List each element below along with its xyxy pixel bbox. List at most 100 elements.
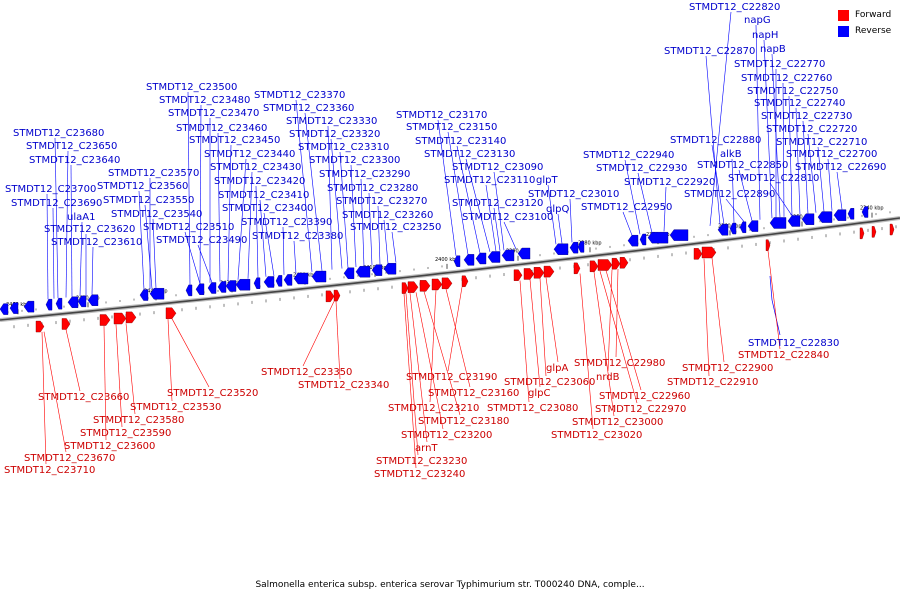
reverse-gene-arrow: [225, 280, 237, 292]
forward-gene-arrow: [543, 265, 555, 278]
reverse-leader-line: [624, 159, 641, 235]
reverse-leader-line: [52, 207, 55, 299]
forward-label-stmdt12_c23230: STMDT12_C23230: [376, 456, 467, 467]
reverse-leader-line: [138, 190, 145, 290]
reverse-label-glpt: glpT: [536, 175, 558, 186]
reverse-label-stmdt12_c23390: STMDT12_C23390: [241, 217, 332, 228]
forward-leader-line: [125, 323, 136, 415]
reverse-leader-line: [503, 221, 517, 250]
reverse-gene-arrow: [185, 284, 193, 297]
forward-gene-arrow: [35, 320, 45, 333]
forward-leader-line: [335, 301, 341, 380]
reverse-label-stmdt12_c23370: STMDT12_C23370: [254, 90, 345, 101]
reverse-label-napb: napB: [760, 44, 786, 55]
forward-label-glpc: glpC: [528, 388, 550, 399]
reverse-leader-line: [255, 185, 259, 278]
reverse-leader-line: [569, 198, 573, 243]
reverse-leader-line: [339, 151, 349, 268]
forward-gene-arrow: [871, 226, 877, 238]
reverse-gene-arrow: [343, 267, 355, 279]
reverse-label-stmdt12_c22720: STMDT12_C22720: [766, 124, 857, 135]
forward-label-stmdt12_c23590: STMDT12_C23590: [80, 428, 171, 439]
forward-gene-arrow: [859, 227, 865, 240]
reverse-label-stmdt12_c23250: STMDT12_C23250: [350, 222, 441, 233]
reverse-leader-line: [763, 39, 773, 219]
reverse-leader-line: [788, 95, 793, 216]
reverse-label-stmdt12_c23500: STMDT12_C23500: [146, 82, 237, 93]
forward-gene-arrow: [99, 314, 111, 326]
reverse-gene-arrow: [55, 297, 63, 310]
forward-gene-arrow: [431, 278, 443, 291]
reverse-label-stmdt12_c22750: STMDT12_C22750: [747, 86, 838, 97]
reverse-leader-line: [282, 226, 285, 275]
reverse-label-stmdt12_c23170: STMDT12_C23170: [396, 110, 487, 121]
reverse-leader-line: [807, 133, 817, 213]
reverse-gene-arrow: [729, 222, 737, 235]
forward-gene-arrow: [765, 239, 771, 251]
forward-leader-line: [529, 279, 541, 388]
reverse-gene-arrow: [139, 289, 149, 301]
forward-label-stmdt12_c23580: STMDT12_C23580: [93, 415, 184, 426]
forward-leader-line: [415, 292, 444, 430]
forward-label-nrdb: nrdB: [596, 372, 620, 383]
reverse-label-stmdt12_c23400: STMDT12_C23400: [222, 203, 313, 214]
reverse-leader-line: [247, 171, 253, 279]
legend-label-reverse: Reverse: [855, 26, 892, 36]
reverse-gene-arrow: [787, 215, 801, 227]
forward-leader-line: [605, 270, 642, 391]
legend-item-forward: Forward: [838, 8, 898, 22]
reverse-gene-arrow: [67, 296, 79, 308]
reverse-leader-line: [360, 178, 365, 267]
forward-leader-line: [103, 325, 107, 441]
reverse-leader-line: [377, 205, 381, 265]
reverse-label-stmdt12_c23410: STMDT12_C23410: [218, 190, 309, 201]
reverse-leader-line: [46, 193, 49, 300]
forward-leader-line: [403, 293, 417, 469]
reverse-label-stmdt12_c23320: STMDT12_C23320: [289, 129, 380, 140]
reverse-gene-arrow: [195, 283, 205, 295]
reverse-label-stmdt12_c22920: STMDT12_C22920: [624, 177, 715, 188]
forward-gene-arrow: [701, 246, 717, 259]
forward-gene-arrow: [125, 311, 137, 324]
forward-label-stmdt12_c23240: STMDT12_C23240: [374, 469, 465, 480]
reverse-leader-line: [79, 221, 83, 297]
reverse-gene-arrow: [517, 247, 531, 260]
forward-leader-line: [519, 280, 530, 403]
reverse-label-stmdt12_c22880: STMDT12_C22880: [670, 135, 761, 146]
forward-label-stmdt12_c22840: STMDT12_C22840: [738, 350, 829, 361]
reverse-label-stmdt12_c23460: STMDT12_C23460: [176, 123, 267, 134]
backbone-line: [0, 217, 900, 321]
reverse-label-stmdt12_c22700: STMDT12_C22700: [786, 149, 877, 160]
reverse-label-alkb: alkB: [720, 149, 742, 160]
forward-gene-arrow: [589, 260, 599, 273]
forward-label-stmdt12_c22910: STMDT12_C22910: [667, 377, 758, 388]
reverse-gene-arrow: [817, 211, 833, 223]
reverse-gene-arrow: [475, 252, 487, 265]
reverse-leader-line: [293, 240, 297, 274]
forward-label-stmdt12_c22900: STMDT12_C22900: [682, 363, 773, 374]
forward-gene-arrow: [523, 268, 535, 280]
reverse-leader-line: [217, 132, 221, 282]
reverse-label-stmdt12_c23480: STMDT12_C23480: [159, 95, 250, 106]
tick-label: 2450 kbp: [76, 295, 100, 301]
reverse-leader-line: [738, 169, 753, 221]
reverse-label-stmdt12_c23420: STMDT12_C23420: [214, 176, 305, 187]
reverse-gene-arrow: [801, 213, 815, 225]
reverse-leader-line: [731, 158, 735, 223]
reverse-leader-line: [447, 131, 469, 255]
reverse-leader-line: [456, 145, 481, 254]
reverse-label-stmdt12_c22770: STMDT12_C22770: [734, 59, 825, 70]
reverse-gene-arrow: [207, 282, 217, 294]
forward-label-stmdt12_c22960: STMDT12_C22960: [599, 391, 690, 402]
reverse-label-stmdt12_c23620: STMDT12_C23620: [44, 224, 135, 235]
reverse-label-stmdt12_c23430: STMDT12_C23430: [210, 162, 301, 173]
reverse-label-stmdt12_c23300: STMDT12_C23300: [309, 155, 400, 166]
forward-leader-line: [615, 268, 619, 358]
reverse-gene-arrow: [463, 254, 475, 266]
reverse-label-stmdt12_c23560: STMDT12_C23560: [97, 181, 188, 192]
forward-leader-line: [429, 290, 437, 403]
reverse-label-stmdt12_c23610: STMDT12_C23610: [51, 237, 142, 248]
reverse-label-stmdt12_c23120: STMDT12_C23120: [452, 198, 543, 209]
reverse-leader-line: [330, 138, 343, 269]
